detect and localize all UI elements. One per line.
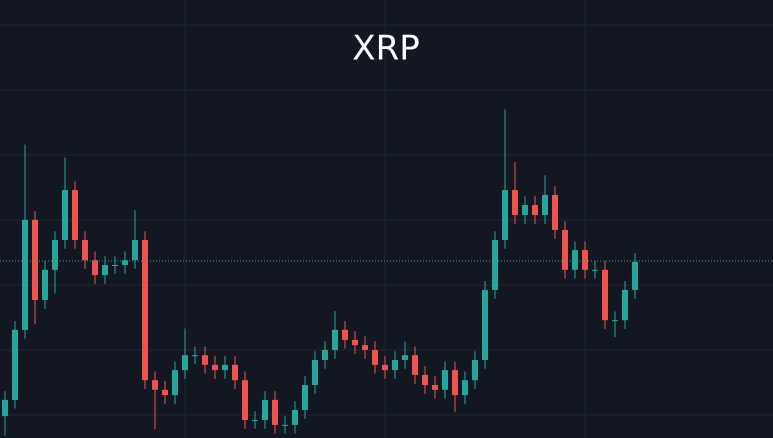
candle-body	[122, 260, 128, 265]
candle-body	[282, 424, 288, 426]
candle-body	[592, 269, 598, 271]
candle-body	[252, 420, 258, 422]
candle-body	[132, 240, 138, 261]
candle-body	[182, 355, 188, 371]
candle-body	[312, 360, 318, 386]
candle-body	[222, 364, 228, 371]
candle-body	[202, 355, 208, 365]
candle-body	[572, 250, 578, 270]
candle-body	[552, 194, 558, 230]
candle-body	[292, 409, 298, 425]
candle-body	[272, 399, 278, 425]
candle-body	[2, 399, 8, 417]
candle-body	[622, 289, 628, 321]
candle-body	[72, 190, 78, 241]
candle-body	[212, 364, 218, 371]
candle-body	[142, 240, 148, 381]
candle-body	[62, 190, 68, 241]
candle-body	[42, 269, 48, 301]
candle-body	[482, 289, 488, 361]
candle-body	[232, 364, 238, 381]
candle-body	[322, 349, 328, 361]
candle-body	[452, 370, 458, 396]
candle-body	[382, 364, 388, 371]
candle-body	[602, 269, 608, 321]
candle-body	[422, 374, 428, 386]
candle-body	[372, 349, 378, 365]
candle-body	[412, 355, 418, 375]
candle-body	[12, 329, 18, 400]
candle-body	[462, 380, 468, 396]
candle-body	[582, 250, 588, 270]
candle-body	[532, 204, 538, 216]
chart-title: XRP	[352, 29, 419, 69]
candle-body	[392, 360, 398, 371]
candle-body	[542, 194, 548, 216]
candle-body	[562, 229, 568, 270]
candle-body	[52, 240, 58, 270]
candle-body	[352, 339, 358, 346]
candle-body	[242, 380, 248, 421]
candle-body	[492, 240, 498, 290]
candle-body	[32, 219, 38, 301]
candle-body	[612, 320, 618, 322]
candle-body	[102, 264, 108, 276]
candle-body	[302, 385, 308, 410]
candle-body	[522, 204, 528, 216]
candle-body	[192, 355, 198, 357]
candle-body	[112, 264, 118, 266]
candle-body	[502, 190, 508, 241]
candle-body	[22, 219, 28, 330]
candle-body	[162, 389, 168, 396]
candle-body	[362, 345, 368, 350]
candle-body	[152, 380, 158, 390]
candle-body	[342, 329, 348, 340]
candle-body	[82, 240, 88, 261]
candle-body	[472, 360, 478, 381]
candle-body	[402, 355, 408, 361]
candle-body	[432, 385, 438, 390]
candle-body	[262, 399, 268, 421]
candle-body	[92, 260, 98, 276]
candle-body	[632, 261, 638, 290]
candle-body	[512, 190, 518, 216]
candle-body	[442, 370, 448, 390]
candle-body	[172, 370, 178, 396]
candle-body	[332, 329, 338, 350]
